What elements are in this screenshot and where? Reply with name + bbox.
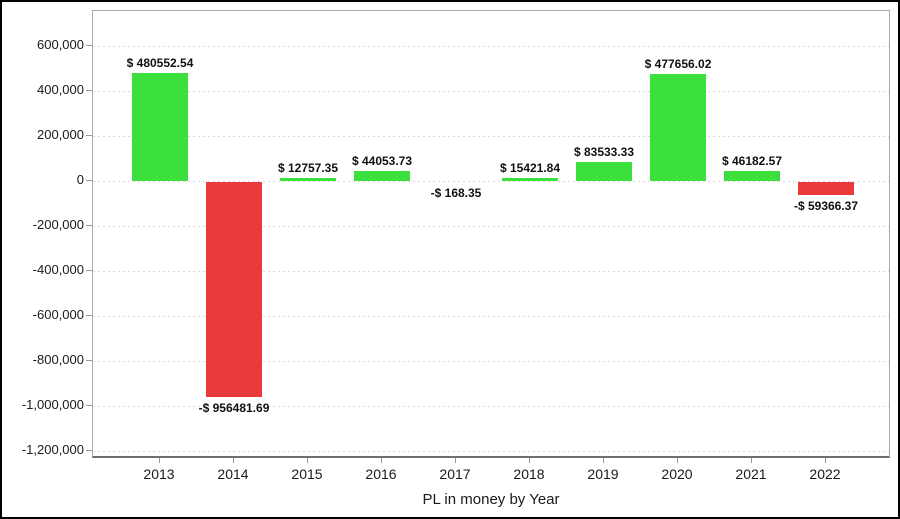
gridline [93, 451, 889, 452]
gridline [93, 46, 889, 47]
bar-2013 [132, 72, 188, 181]
gridline [93, 406, 889, 407]
x-axis-tick [677, 458, 678, 463]
bar-value-label: $ 44053.73 [351, 154, 413, 169]
y-axis-tick-label: 400,000 [37, 82, 84, 97]
y-axis-tick [86, 90, 92, 91]
x-axis-tick-label: 2019 [587, 466, 619, 482]
bar-2020 [650, 73, 706, 181]
bar-value-label: $ 15421.84 [499, 160, 561, 175]
bar-2018 [502, 177, 558, 181]
x-axis-tick-label: 2013 [143, 466, 175, 482]
bar-value-label: $ 46182.57 [721, 153, 783, 168]
x-axis-tick [529, 458, 530, 463]
y-axis-tick-label: -600,000 [32, 307, 84, 322]
bar-value-label: $ 12757.35 [277, 161, 339, 176]
bar-2019 [576, 162, 632, 181]
x-axis-tick-label: 2017 [439, 466, 471, 482]
bar-2016 [354, 171, 410, 181]
x-axis-tick [751, 458, 752, 463]
gridline [93, 136, 889, 137]
bar-value-label: -$ 59366.37 [793, 199, 859, 214]
y-axis-tick-label: 200,000 [37, 127, 84, 142]
y-axis-tick-label: -1,200,000 [21, 442, 84, 457]
bar-value-label: -$ 956481.69 [198, 401, 270, 416]
y-axis-tick [86, 270, 92, 271]
gridline [93, 226, 889, 227]
x-axis-tick [381, 458, 382, 463]
x-axis-tick-label: 2021 [735, 466, 767, 482]
bar-2015 [280, 178, 336, 181]
chart-title: PL in money by Year [422, 491, 560, 508]
y-axis-tick-label: 600,000 [37, 37, 84, 52]
y-axis-tick-label: -200,000 [32, 217, 84, 232]
x-axis-tick-label: 2022 [809, 466, 841, 482]
x-axis-tick [455, 458, 456, 463]
bar-value-label: -$ 168.35 [430, 186, 482, 201]
gridline [93, 271, 889, 272]
bar-value-label: $ 83533.33 [573, 145, 635, 160]
y-axis-tick-label: -1,000,000 [21, 397, 84, 412]
gridline [93, 181, 889, 182]
y-axis-tick [86, 45, 92, 46]
y-axis-tick-label: -800,000 [32, 352, 84, 367]
y-axis-tick [86, 315, 92, 316]
gridline [93, 361, 889, 362]
x-axis-tick-label: 2020 [661, 466, 693, 482]
bar-2021 [724, 170, 780, 181]
gridline [93, 91, 889, 92]
x-axis-tick [825, 458, 826, 463]
plot-area: $ 480552.54 -$ 956481.69 $ 12757.35 $ 44053… [92, 10, 890, 458]
x-axis-tick [603, 458, 604, 463]
x-axis-tick-label: 2018 [513, 466, 545, 482]
x-axis-tick-label: 2016 [365, 466, 397, 482]
y-axis-tick [86, 450, 92, 451]
y-axis-tick [86, 405, 92, 406]
bar-2014 [206, 182, 262, 398]
y-axis-tick [86, 180, 92, 181]
y-axis-tick [86, 360, 92, 361]
x-axis-tick-label: 2015 [291, 466, 323, 482]
y-axis-tick [86, 135, 92, 136]
x-axis-tick [159, 458, 160, 463]
x-axis-tick [233, 458, 234, 463]
gridline [93, 316, 889, 317]
bar-value-label: $ 480552.54 [126, 55, 194, 70]
y-axis-tick-label: -400,000 [32, 262, 84, 277]
y-axis-tick-label: 0 [76, 172, 84, 187]
y-axis-tick [86, 225, 92, 226]
bar-2022 [798, 182, 854, 196]
x-axis-tick [307, 458, 308, 463]
bar-value-label: $ 477656.02 [644, 56, 712, 71]
x-axis-tick-label: 2014 [217, 466, 249, 482]
